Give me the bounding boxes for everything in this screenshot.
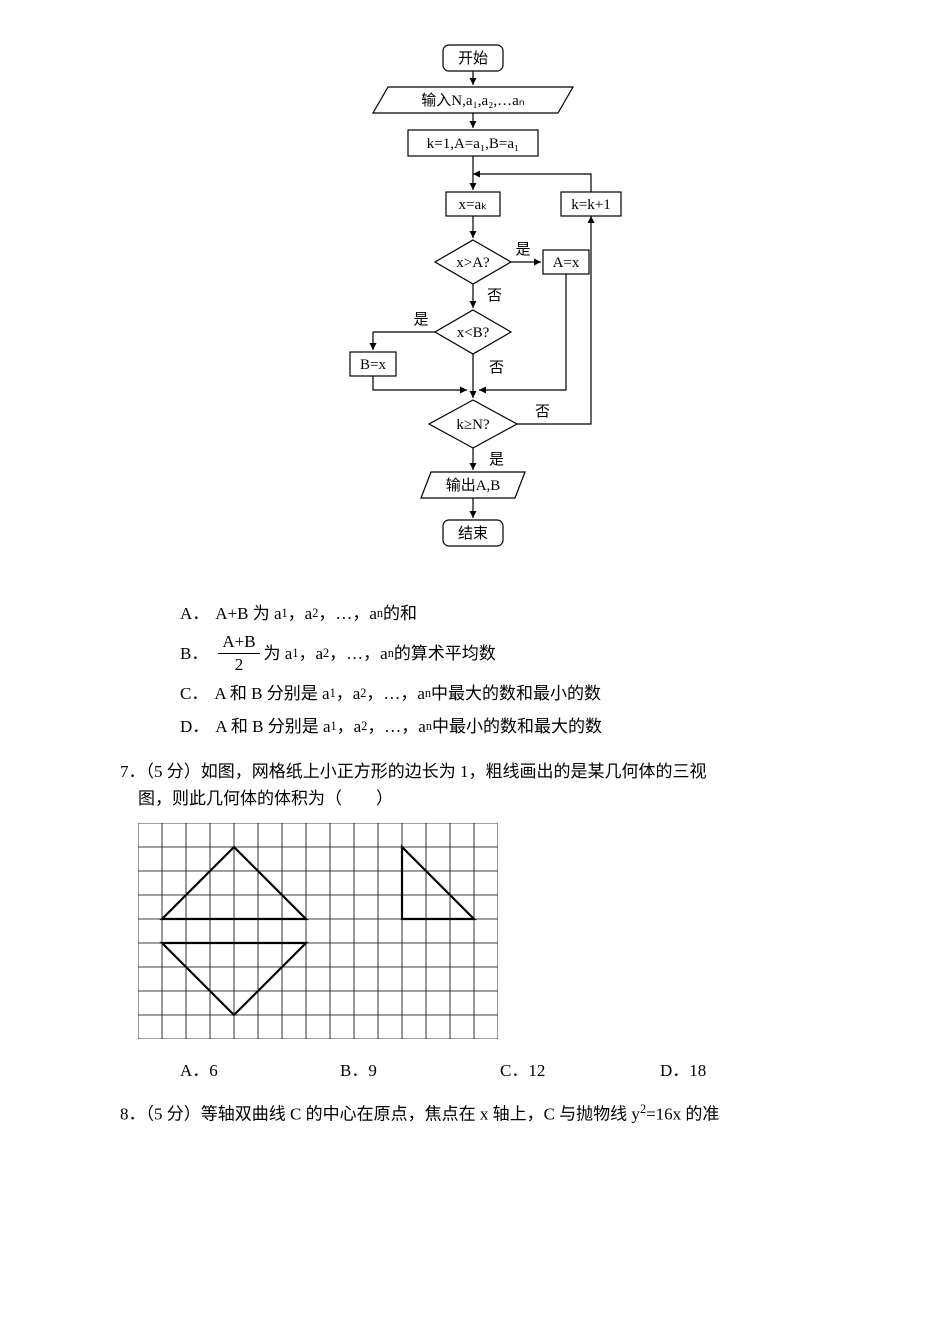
q7-abcd-options: A．6 B．9 C．12 D．18 [60,1057,885,1084]
opt-label: A． [180,600,209,627]
opt-text: A+B 为 a [215,600,281,627]
q8-line1b: =16x 的准 [646,1105,719,1124]
q6-options: A． A+B 为 a1 ，a2 ，…，an 的和 B． A+B 2 为 a1 ，… [60,600,885,740]
q7-grid-container [60,823,885,1047]
opt-label: B． [180,640,208,667]
q7-line2: 图，则此几何体的体积为（ ） [120,785,885,812]
fc-no1: 否 [487,288,502,304]
q7-option-D: D．18 [660,1057,820,1084]
fc-setA-label: A=x [552,255,579,271]
fc-deckN-label: k≥N? [456,417,490,433]
opt-label: C． [180,680,208,707]
fc-decxA-label: x>A? [456,255,490,271]
fc-yes3: 是 [489,452,504,468]
fc-inck-label: k=k+1 [571,197,610,213]
q7-option-A: A．6 [180,1057,340,1084]
flowchart-container: 开始 输入N,a₁,a₂,…aₙ k=1,A=a₁,B=a₁ x=aₖ k=k+… [60,40,885,580]
fc-output-label: 输出A,B [445,477,500,494]
q8-line1a: 8．（5 分）等轴双曲线 C 的中心在原点，焦点在 x 轴上，C 与抛物线 y [120,1105,640,1124]
fc-start-label: 开始 [457,50,487,67]
q6-option-C: C． A 和 B 分别是 a1 ，a2 ，…，an 中最大的数和最小的数 [180,680,885,707]
fc-assignx-label: x=aₖ [458,197,487,213]
fc-init-label: k=1,A=a₁,B=a₁ [426,136,519,152]
fc-input-label: 输入N,a₁,a₂,…aₙ [421,92,525,109]
q7-text: 7．（5 分）如图，网格纸上小正方形的边长为 1，粗线画出的是某几何体的三视 图… [60,758,885,812]
exam-page: 开始 输入N,a₁,a₂,…aₙ k=1,A=a₁,B=a₁ x=aₖ k=k+… [0,0,945,1174]
opt-label: D． [180,713,209,740]
three-view-grid-svg [138,823,498,1039]
fc-no2: 否 [489,360,504,376]
q6-option-D: D． A 和 B 分别是 a1 ，a2 ，…，an 中最小的数和最大的数 [180,713,885,740]
fc-setB-label: B=x [360,357,386,373]
fc-end-label: 结束 [457,525,487,542]
fraction: A+B 2 [218,633,259,674]
q6-option-B: B． A+B 2 为 a1 ，a2 ，…，an 的算术平均数 [180,633,885,674]
fc-decxB-label: x<B? [456,325,489,341]
q7-option-C: C．12 [500,1057,660,1084]
q7-option-B: B．9 [340,1057,500,1084]
q6-option-A: A． A+B 为 a1 ，a2 ，…，an 的和 [180,600,885,627]
q7-line1: 7．（5 分）如图，网格纸上小正方形的边长为 1，粗线画出的是某几何体的三视 [120,762,707,781]
q8-text: 8．（5 分）等轴双曲线 C 的中心在原点，焦点在 x 轴上，C 与抛物线 y2… [60,1100,885,1128]
fc-yes2: 是 [413,312,428,328]
flowchart-svg: 开始 输入N,a₁,a₂,…aₙ k=1,A=a₁,B=a₁ x=aₖ k=k+… [303,40,643,580]
fc-no3: 否 [535,404,550,420]
fc-yes1: 是 [515,242,530,258]
